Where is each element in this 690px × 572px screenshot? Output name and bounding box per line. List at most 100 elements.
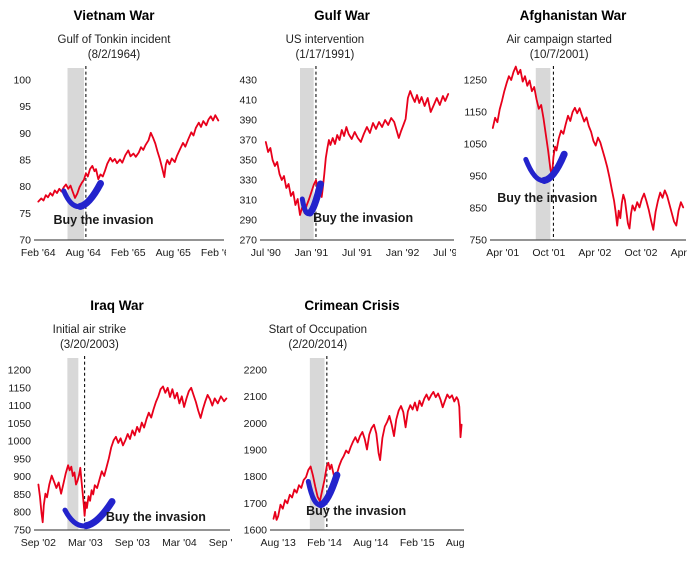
y-tick-label: 2000 xyxy=(244,418,268,430)
event-date: (3/20/2003) xyxy=(59,338,119,351)
x-tick-label: Feb '66 xyxy=(201,247,226,259)
event-date: (1/17/1991) xyxy=(295,48,355,61)
x-tick-label: Jul '92 xyxy=(433,247,456,259)
x-tick-label: Sep '04 xyxy=(209,537,232,549)
event-label: US intervention xyxy=(285,34,365,46)
x-tick-label: Apr '01 xyxy=(486,247,519,259)
y-tick-label: 750 xyxy=(13,525,31,537)
x-tick-label: Sep '03 xyxy=(115,537,150,549)
x-tick-label: Oct '02 xyxy=(625,247,658,259)
x-tick-label: Feb '65 xyxy=(111,247,146,259)
buy-the-invasion-label: Buy the invasion xyxy=(106,510,206,524)
event-annotation: Initial air strike (3/20/2003) xyxy=(53,323,127,352)
y-tick-label: 1250 xyxy=(464,75,488,87)
y-tick-label: 1150 xyxy=(8,382,31,394)
y-tick-label: 1100 xyxy=(8,400,31,412)
y-tick-label: 330 xyxy=(239,175,257,187)
pre-invasion-band xyxy=(67,358,79,530)
x-tick-label: Aug '15 xyxy=(446,537,466,549)
event-annotation: Air campaign started (10/7/2001) xyxy=(506,33,611,62)
y-tick-label: 2200 xyxy=(244,365,268,377)
event-label: Start of Occupation xyxy=(268,324,368,336)
plot-vietnam-war: 70 75 80 85 90 95 100 Feb '64 Aug '64 Feb '65 Aug … xyxy=(13,66,226,259)
y-tick-label: 310 xyxy=(239,195,257,207)
x-tick-label: Feb '64 xyxy=(21,247,56,259)
x-tick-label: Sep '02 xyxy=(21,537,56,549)
x-tick-label: Jul '91 xyxy=(342,247,372,259)
chart-title: Iraq War xyxy=(90,298,144,313)
price-line xyxy=(491,65,685,231)
plot-crimean-crisis: 1600 1700 1800 1900 2000 2100 2200 Aug '13 Feb '… xyxy=(244,356,466,549)
buy-swoosh-thick-end xyxy=(540,150,568,184)
pre-invasion-band xyxy=(535,68,551,240)
buy-swoosh-thick-end xyxy=(317,471,341,509)
x-tick-label: Mar '04 xyxy=(162,537,197,549)
event-label: Gulf of Tonkin incident xyxy=(57,34,171,46)
y-tick-label: 70 xyxy=(19,235,31,247)
x-tick-label: Jul '90 xyxy=(251,247,281,259)
x-tick-label: Apr '02 xyxy=(578,247,611,259)
y-tick-label: 850 xyxy=(13,489,31,501)
chart-title: Afghanistan War xyxy=(519,8,627,23)
chart-afghanistan-war: Afghanistan War Air campaign started (10… xyxy=(458,6,688,274)
buy-the-invasion-label: Buy the invasion xyxy=(497,191,597,205)
price-line xyxy=(37,114,220,203)
event-date: (10/7/2001) xyxy=(529,48,589,61)
chart-title: Gulf War xyxy=(314,8,370,23)
x-tick-label: Aug '13 xyxy=(261,537,296,549)
y-tick-label: 800 xyxy=(13,507,31,519)
buy-swoosh-thick-end xyxy=(82,498,116,530)
plot-iraq-war: 750 800 850 900 950 1000 1050 1100 1150 1200 Sep '… xyxy=(8,356,232,549)
y-tick-label: 370 xyxy=(239,135,257,147)
chart-iraq-war: Iraq War Initial air strike (3/20/2003) … xyxy=(2,296,232,564)
buy-the-invasion-label: Buy the invasion xyxy=(313,211,413,225)
y-tick-label: 290 xyxy=(239,215,257,227)
y-tick-label: 850 xyxy=(469,203,487,215)
plot-afghanistan-war: 750 850 950 1050 1150 1250 Apr '01 Oct '01 Apr '… xyxy=(464,65,688,259)
x-tick-label: Mar '03 xyxy=(68,537,103,549)
x-tick-label: Aug '64 xyxy=(66,247,101,259)
buy-the-invasion-label: Buy the invasion xyxy=(306,504,406,518)
y-tick-label: 350 xyxy=(239,155,257,167)
y-tick-label: 950 xyxy=(13,453,31,465)
y-tick-label: 1000 xyxy=(8,436,32,448)
x-tick-label: Apr '03 xyxy=(671,247,688,259)
price-line xyxy=(264,90,450,216)
x-tick-label: Feb '15 xyxy=(400,537,435,549)
chart-title: Vietnam War xyxy=(73,8,155,23)
y-tick-label: 1050 xyxy=(464,139,488,151)
pre-invasion-band xyxy=(309,358,325,530)
y-tick-label: 390 xyxy=(239,115,257,127)
price-line xyxy=(37,385,228,524)
chart-title: Crimean Crisis xyxy=(304,298,400,313)
x-tick-label: Jan '91 xyxy=(295,247,329,259)
y-tick-label: 750 xyxy=(469,235,487,247)
y-tick-label: 270 xyxy=(239,235,257,247)
x-tick-label: Jan '92 xyxy=(386,247,420,259)
y-tick-label: 100 xyxy=(13,75,31,87)
y-tick-label: 95 xyxy=(19,101,31,113)
x-tick-label: Aug '65 xyxy=(156,247,191,259)
event-date: (2/20/2014) xyxy=(288,338,348,351)
y-tick-label: 1050 xyxy=(8,418,32,430)
y-tick-label: 900 xyxy=(13,471,31,483)
event-label: Initial air strike xyxy=(52,324,127,336)
y-tick-label: 1150 xyxy=(464,107,487,119)
y-tick-label: 90 xyxy=(19,128,31,140)
pre-invasion-band xyxy=(67,68,84,240)
event-label: Air campaign started xyxy=(506,34,612,46)
y-tick-label: 1700 xyxy=(244,498,268,510)
y-tick-label: 1900 xyxy=(244,445,268,457)
event-annotation: US intervention (1/17/1991) xyxy=(286,33,365,62)
chart-gulf-war: Gulf War US intervention (1/17/1991) 270… xyxy=(228,6,456,274)
y-tick-label: 85 xyxy=(19,155,31,167)
chart-crimean-crisis: Crimean Crisis Start of Occupation (2/20… xyxy=(238,296,466,564)
y-tick-label: 1800 xyxy=(244,471,268,483)
y-tick-label: 950 xyxy=(469,171,487,183)
x-tick-label: Aug '14 xyxy=(353,537,388,549)
plot-gulf-war: 270 290 310 330 350 370 390 410 430 Jul '90 Jan '9… xyxy=(239,66,456,259)
y-tick-label: 1200 xyxy=(8,365,32,377)
event-date: (8/2/1964) xyxy=(87,48,141,61)
x-tick-label: Oct '01 xyxy=(532,247,565,259)
y-tick-label: 430 xyxy=(239,75,257,87)
